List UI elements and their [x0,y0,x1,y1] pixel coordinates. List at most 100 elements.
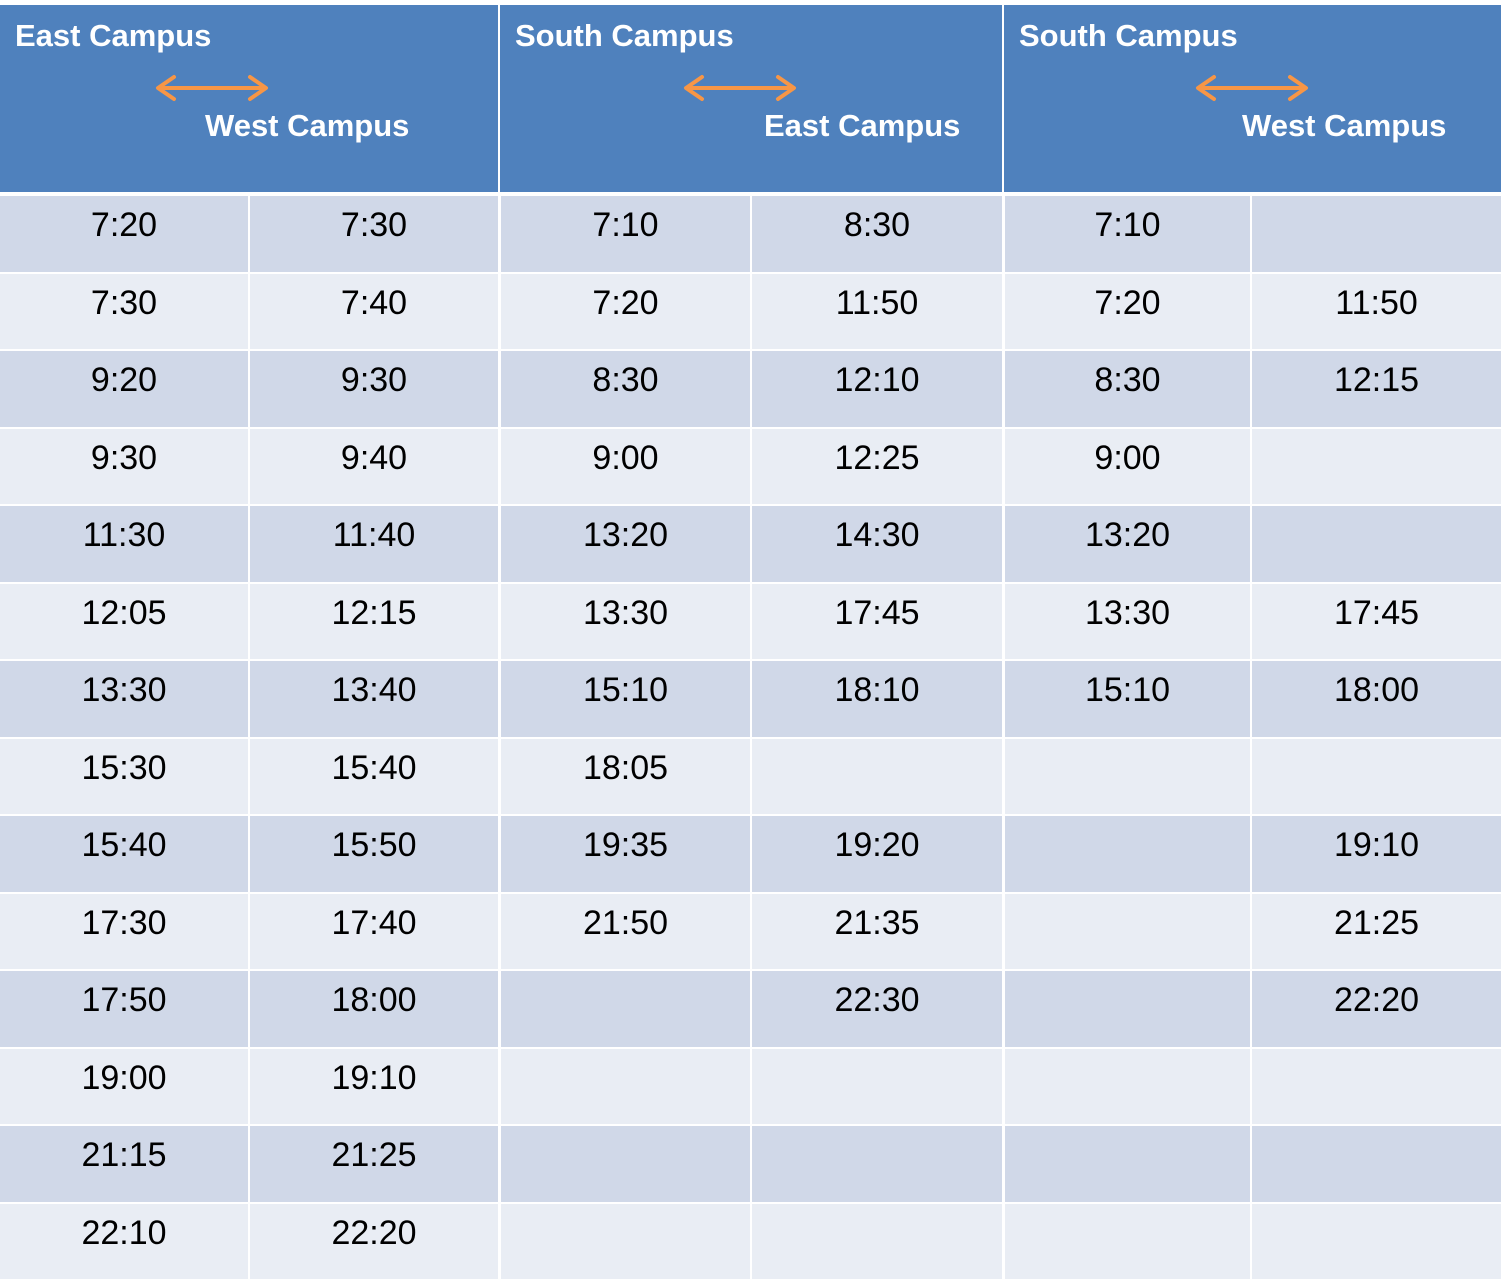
header-to-label: East Campus [764,108,960,144]
time-cell [750,1204,1002,1280]
time-cell: 12:05 [0,584,248,660]
time-cell: 7:10 [498,196,750,272]
time-cell [1250,1204,1501,1280]
double-arrow-icon [1192,73,1312,103]
time-cell: 21:25 [248,1126,498,1202]
time-cell: 19:10 [1250,816,1501,892]
time-cell: 13:20 [1002,506,1250,582]
time-cell: 8:30 [1002,351,1250,427]
time-cell: 7:20 [0,196,248,272]
time-cell: 13:30 [498,584,750,660]
time-cell: 7:20 [498,274,750,350]
time-cell [1250,1049,1501,1125]
time-cell: 22:10 [0,1204,248,1280]
time-cell: 15:10 [498,661,750,737]
time-cell: 11:50 [750,274,1002,350]
time-cell: 12:10 [750,351,1002,427]
time-cell [1002,1204,1250,1280]
time-cell [750,1126,1002,1202]
header-from-label: South Campus [515,18,734,54]
header-south-east: South Campus East Campus [498,5,1002,192]
time-cell: 12:25 [750,429,1002,505]
time-cell: 15:50 [248,816,498,892]
header-from-label: East Campus [15,18,211,54]
time-cell [1002,894,1250,970]
header-from-label: South Campus [1019,18,1238,54]
time-cell [1002,1049,1250,1125]
time-cell: 9:30 [248,351,498,427]
time-cell: 13:20 [498,506,750,582]
time-cell [1002,816,1250,892]
time-cell: 17:45 [750,584,1002,660]
time-cell: 19:10 [248,1049,498,1125]
time-cell: 19:35 [498,816,750,892]
time-cell: 17:45 [1250,584,1501,660]
time-cell: 14:30 [750,506,1002,582]
time-cell: 21:50 [498,894,750,970]
time-cell: 7:30 [0,274,248,350]
time-cell: 18:00 [248,971,498,1047]
time-cell: 9:00 [498,429,750,505]
time-cell: 22:20 [248,1204,498,1280]
time-cell: 19:00 [0,1049,248,1125]
time-cell: 19:20 [750,816,1002,892]
time-cell: 7:20 [1002,274,1250,350]
time-cell [750,1049,1002,1125]
time-cell: 15:10 [1002,661,1250,737]
header-to-label: West Campus [205,108,409,144]
time-cell [750,739,1002,815]
time-cell: 15:40 [0,816,248,892]
header-south-west: South Campus West Campus [1002,5,1501,192]
time-cell: 21:15 [0,1126,248,1202]
time-cell: 17:50 [0,971,248,1047]
time-cell [1250,506,1501,582]
time-cell: 8:30 [750,196,1002,272]
time-cell: 9:40 [248,429,498,505]
time-cell [1002,971,1250,1047]
time-cell [1250,1126,1501,1202]
time-cell: 21:35 [750,894,1002,970]
time-cell: 11:40 [248,506,498,582]
double-arrow-icon [680,73,800,103]
header-to-label: West Campus [1242,108,1446,144]
time-cell: 13:30 [1002,584,1250,660]
time-cell: 13:40 [248,661,498,737]
time-cell: 18:05 [498,739,750,815]
time-cell: 11:30 [0,506,248,582]
time-cell: 22:20 [1250,971,1501,1047]
time-cell: 9:20 [0,351,248,427]
time-cell [1250,429,1501,505]
time-cell: 13:30 [0,661,248,737]
time-cell: 12:15 [248,584,498,660]
double-arrow-icon [152,73,272,103]
time-cell [498,1049,750,1125]
time-cell: 22:30 [750,971,1002,1047]
time-cell: 11:50 [1250,274,1501,350]
time-cell [498,1126,750,1202]
time-cell: 8:30 [498,351,750,427]
time-cell: 15:40 [248,739,498,815]
time-cell [1250,739,1501,815]
header-row: East Campus West Campus South Campus Eas… [0,5,1501,196]
time-cell: 15:30 [0,739,248,815]
time-cell [498,1204,750,1280]
time-cell: 12:15 [1250,351,1501,427]
shuttle-schedule-table: East Campus West Campus South Campus Eas… [0,5,1501,1281]
time-cell [1002,1126,1250,1202]
time-cell: 17:40 [248,894,498,970]
time-cell: 7:10 [1002,196,1250,272]
time-cell: 21:25 [1250,894,1501,970]
time-cell [498,971,750,1047]
